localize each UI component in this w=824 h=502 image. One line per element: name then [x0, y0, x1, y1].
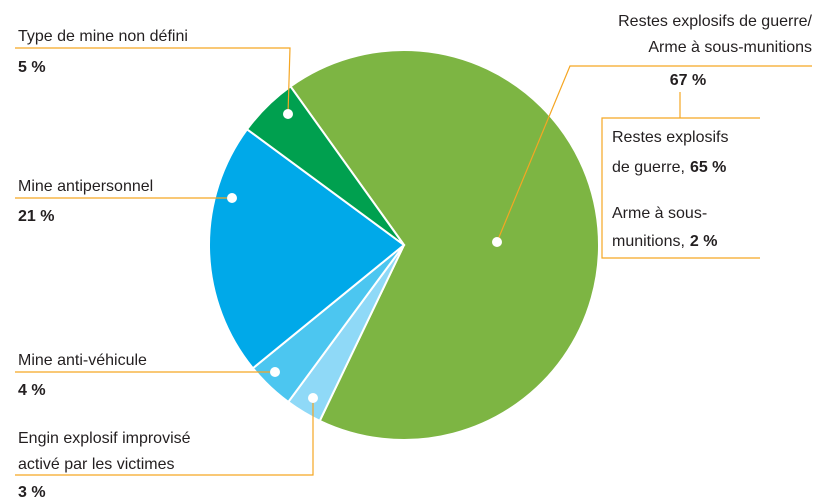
leader-line — [15, 398, 314, 476]
breakdown-label-text: Restes explosifs — [612, 129, 729, 146]
slice-label: activé par les victimes — [18, 456, 175, 473]
slice-value-label: 3 % — [18, 484, 46, 501]
leader-dot — [308, 393, 318, 403]
breakdown-label: Arme à sous- — [612, 205, 707, 222]
leader-dot — [270, 367, 280, 377]
breakdown-value: 65 % — [690, 159, 726, 176]
slice-label: Restes explosifs de guerre/ — [618, 13, 812, 30]
slice-label: Mine antipersonnel — [18, 178, 153, 195]
breakdown-label: Restes explosifs — [612, 129, 729, 146]
breakdown-label-text: de guerre, — [612, 159, 685, 176]
slice-label: Type de mine non défini — [18, 28, 188, 45]
breakdown-label-text: Arme à sous- — [612, 205, 707, 222]
leader-line — [15, 47, 291, 115]
slice-value-label: 21 % — [18, 208, 54, 225]
pie-slice — [208, 127, 406, 370]
breakdown-box — [601, 117, 760, 259]
slice-label: Arme à sous-munitions — [648, 39, 812, 56]
breakdown-label: munitions, 2 % — [612, 233, 718, 250]
leader-dot — [283, 109, 293, 119]
breakdown-value: 2 % — [690, 233, 718, 250]
pie-slice — [245, 85, 405, 246]
slice-label: Mine anti-véhicule — [18, 352, 147, 369]
slice-label: Engin explosif improvisé — [18, 430, 191, 447]
breakdown-label: de guerre, 65 % — [612, 159, 726, 176]
slice-value-label: 67 % — [670, 72, 706, 89]
breakdown-label-text: munitions, — [612, 233, 685, 250]
leader-dot — [227, 193, 237, 203]
leader-line — [496, 65, 812, 243]
slice-value-label: 5 % — [18, 59, 46, 76]
slice-value-label: 4 % — [18, 382, 46, 399]
pie-slice — [289, 49, 600, 441]
leader-dot — [492, 237, 502, 247]
